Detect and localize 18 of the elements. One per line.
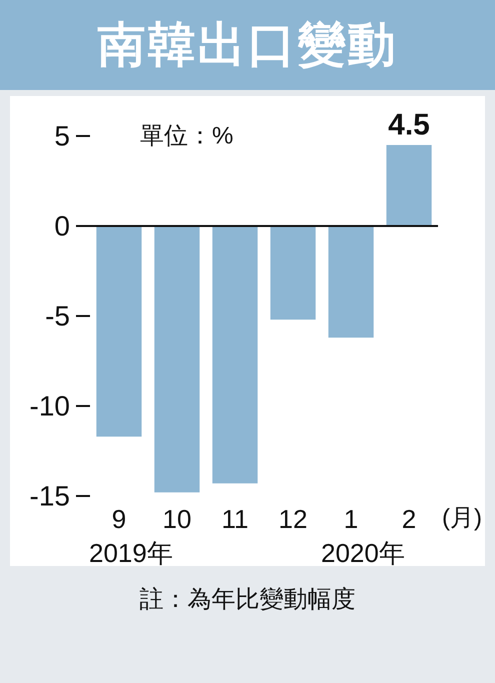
y-tick-label: -5 bbox=[45, 300, 70, 332]
x-tick-label: 1 bbox=[344, 504, 358, 534]
y-tick-label: -10 bbox=[30, 390, 70, 422]
y-tick-label: 5 bbox=[54, 120, 70, 152]
chart-title: 南韓出口變動 bbox=[0, 0, 495, 90]
y-tick-label: -15 bbox=[30, 480, 70, 512]
text: 2019年 bbox=[89, 538, 173, 568]
y-tick-label: 0 bbox=[54, 210, 70, 242]
x-tick-label: 10 bbox=[162, 504, 192, 534]
x-tick-label: 11 bbox=[222, 504, 249, 534]
data-label: 4.5 bbox=[388, 108, 430, 142]
x-axis-title: (月) bbox=[442, 504, 482, 532]
x-tick-label: 9 bbox=[112, 504, 126, 534]
x-tick-label: 2 bbox=[402, 504, 416, 534]
text: 註：為年比變動幅度 bbox=[138, 585, 356, 615]
x-tick-label: 12 bbox=[278, 504, 308, 534]
text: 2020年 bbox=[321, 538, 405, 568]
y-axis-title: 單位：% bbox=[140, 122, 234, 150]
